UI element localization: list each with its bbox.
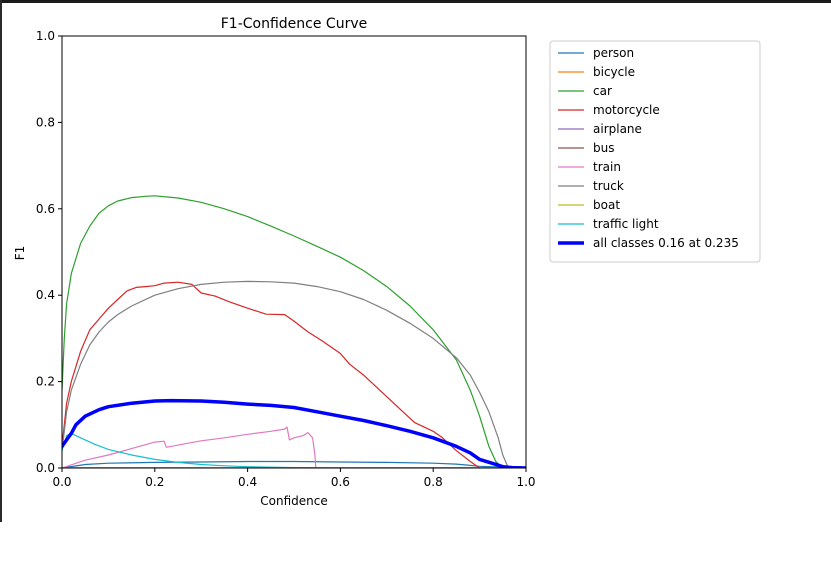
- x-tick-label: 0.6: [331, 475, 350, 489]
- chart-title: F1-Confidence Curve: [221, 16, 367, 32]
- y-tick-label: 1.0: [36, 29, 55, 43]
- series-line-3: [62, 281, 481, 468]
- series-line-10: [62, 398, 526, 468]
- legend-label: train: [593, 160, 621, 174]
- series-line-9: [62, 432, 526, 468]
- legend-box: [549, 40, 761, 263]
- series-line-2: [62, 195, 504, 468]
- x-tick-label: 0.0: [52, 475, 71, 489]
- legend-label: car: [593, 84, 612, 98]
- series-line-7: [62, 280, 513, 468]
- x-tick-label: 1.0: [516, 475, 535, 489]
- y-tick-label: 0.8: [36, 115, 55, 129]
- y-tick-label: 0.4: [36, 288, 55, 302]
- axes: 0.0 0.2 0.4 0.6 0.8 1.0 0.0 0.2 0.4 0.6 0.8 1.0: [36, 29, 536, 489]
- plot-frame: [61, 35, 527, 469]
- legend-label: boat: [593, 198, 620, 212]
- legend: person bicycle car motorcycle airplane bus tra…: [549, 40, 761, 263]
- window-top-border: [0, 0, 831, 3]
- x-tick-label: 0.8: [424, 475, 443, 489]
- x-tick-label: 0.2: [145, 475, 164, 489]
- y-tick-label: 0.2: [36, 375, 55, 389]
- y-axis-label: F1: [13, 246, 27, 261]
- legend-label: truck: [593, 179, 624, 193]
- legend-label: motorcycle: [593, 103, 660, 117]
- series-line-6: [62, 426, 317, 468]
- x-tick-label: 0.4: [238, 475, 257, 489]
- legend-label: airplane: [593, 122, 642, 136]
- legend-label: all classes 0.16 at 0.235: [593, 236, 739, 250]
- legend-label: bus: [593, 141, 614, 155]
- plot-area: [62, 195, 526, 468]
- legend-label: bicycle: [593, 65, 635, 79]
- legend-label: person: [593, 46, 634, 60]
- y-tick-label: 0.0: [36, 461, 55, 475]
- x-axis-label: Confidence: [260, 494, 327, 508]
- legend-label: traffic light: [593, 217, 659, 231]
- window-left-border: [0, 0, 2, 522]
- y-tick-label: 0.6: [36, 202, 55, 216]
